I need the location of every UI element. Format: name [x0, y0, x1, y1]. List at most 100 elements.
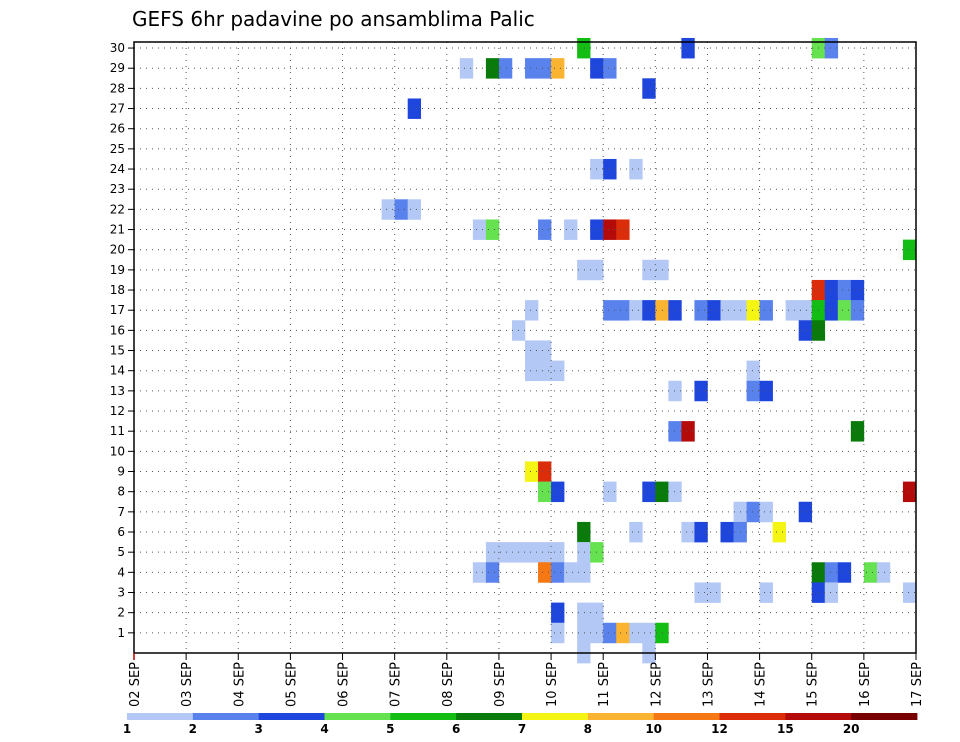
- legend-break-label: 1: [123, 722, 131, 736]
- y-tick-label: 15: [110, 344, 125, 358]
- heatmap-cell: [459, 58, 474, 79]
- x-tick-label: 15 SEP: [806, 662, 821, 707]
- heatmap-cell: [551, 481, 565, 503]
- heatmap-cell: [498, 58, 513, 79]
- heatmap-cell: [720, 521, 734, 543]
- y-tick-label: 27: [110, 102, 125, 116]
- y-tick-label: 13: [110, 384, 125, 398]
- heatmap-cell: [642, 481, 656, 503]
- y-tick-label: 24: [110, 162, 125, 176]
- heatmap-cell: [629, 158, 643, 180]
- color-legend: 1 2 3 4 5 6 7 8 10 12 15 20: [123, 713, 918, 736]
- y-tick-label: 2: [117, 606, 125, 620]
- heatmap-cell: [603, 481, 617, 503]
- heatmap-cell: [876, 562, 891, 583]
- heatmap-cell: [824, 562, 839, 583]
- x-tick-label: 16 SEP: [858, 662, 873, 707]
- heatmap-cell: [551, 360, 565, 382]
- heatmap-cell: [525, 340, 539, 361]
- legend-swatch: [192, 713, 260, 720]
- heatmap-cell: [785, 300, 799, 321]
- heatmap-cell: [707, 582, 721, 603]
- heatmap-cell: [577, 542, 591, 563]
- heatmap-cell: [642, 78, 656, 99]
- heatmap-cell: [551, 58, 565, 79]
- x-tick-label: 05 SEP: [284, 662, 299, 707]
- x-tick-label: 11 SEP: [597, 662, 612, 707]
- heatmap-cell: [472, 562, 487, 583]
- legend-swatch: [456, 713, 523, 720]
- heatmap-cell: [577, 259, 591, 281]
- legend-break-label: 10: [645, 722, 662, 736]
- x-tick-label: 09 SEP: [493, 662, 508, 707]
- heatmap-cell: [694, 582, 708, 603]
- heatmap-cell: [551, 622, 565, 644]
- heatmap-cell: [525, 360, 539, 382]
- legend-swatch: [785, 713, 852, 720]
- x-tick-label: 07 SEP: [389, 662, 404, 707]
- heatmap-cell: [681, 421, 695, 442]
- heatmap-cell: [577, 37, 591, 59]
- x-tick-label: 02 SEP: [128, 662, 143, 707]
- heatmap-cell: [577, 602, 591, 624]
- y-tick-label: 21: [110, 223, 125, 237]
- heatmap-cell: [720, 300, 734, 321]
- heatmap-cell: [551, 542, 565, 563]
- legend-break-label: 12: [711, 722, 728, 736]
- legend-break-label: 2: [189, 722, 197, 736]
- y-tick-label: 30: [110, 41, 125, 55]
- y-axis: 1234567891011121314151617181920212223242…: [110, 41, 134, 640]
- plot-frame: [133, 41, 917, 654]
- y-tick-label: 22: [110, 202, 125, 216]
- legend-swatch: [851, 713, 918, 720]
- heatmap-cell: [850, 300, 865, 321]
- heatmap-cell: [407, 199, 422, 220]
- heatmap-cell: [642, 259, 656, 281]
- heatmap-cell: [642, 622, 656, 644]
- legend-swatch: [587, 713, 655, 720]
- legend-break-label: 6: [452, 722, 460, 736]
- heatmap-cell: [538, 58, 552, 79]
- heatmap-cell: [577, 562, 591, 583]
- heatmap-cell: [668, 481, 682, 503]
- heatmap-cell: [837, 300, 852, 321]
- heatmap-cell: [485, 58, 500, 79]
- legend-break-label: 4: [320, 722, 328, 736]
- heatmap-cell: [577, 622, 591, 644]
- heatmap-cell: [824, 37, 839, 59]
- legend-break-label: 15: [777, 722, 794, 736]
- legend-break-label: 3: [254, 722, 262, 736]
- heatmap-cell: [616, 219, 630, 240]
- y-tick-label: 17: [110, 303, 125, 317]
- y-tick-label: 23: [110, 182, 125, 196]
- y-tick-label: 25: [110, 142, 125, 156]
- heatmap-cell: [603, 158, 617, 180]
- heatmap-cell: [759, 380, 773, 402]
- heatmap-cell: [603, 300, 617, 321]
- x-tick-label: 10 SEP: [545, 662, 560, 707]
- y-tick-label: 4: [117, 565, 125, 579]
- heatmap-cell: [525, 542, 539, 563]
- legend-swatch: [390, 713, 457, 720]
- y-tick-label: 12: [110, 404, 125, 418]
- heatmap-cell: [525, 58, 539, 79]
- legend-swatch: [127, 713, 194, 720]
- legend-break-label: 20: [843, 722, 860, 736]
- heatmap-cell: [694, 521, 708, 543]
- heatmap-cell: [564, 562, 578, 583]
- heatmap-cell: [538, 481, 552, 503]
- heatmap-cell: [902, 582, 917, 603]
- heatmap-cell: [772, 521, 786, 543]
- heatmap-cell: [759, 501, 773, 523]
- heatmap-cell: [603, 622, 617, 644]
- heatmap-cell: [407, 98, 422, 119]
- legend-break-label: 7: [518, 722, 526, 736]
- heatmap-cell: [551, 602, 565, 624]
- grid-lines: [134, 42, 916, 653]
- y-tick-label: 5: [117, 545, 125, 559]
- heatmap-cell: [381, 199, 395, 220]
- y-tick-label: 9: [117, 465, 125, 479]
- legend-swatch: [522, 713, 589, 720]
- y-tick-label: 16: [110, 323, 125, 337]
